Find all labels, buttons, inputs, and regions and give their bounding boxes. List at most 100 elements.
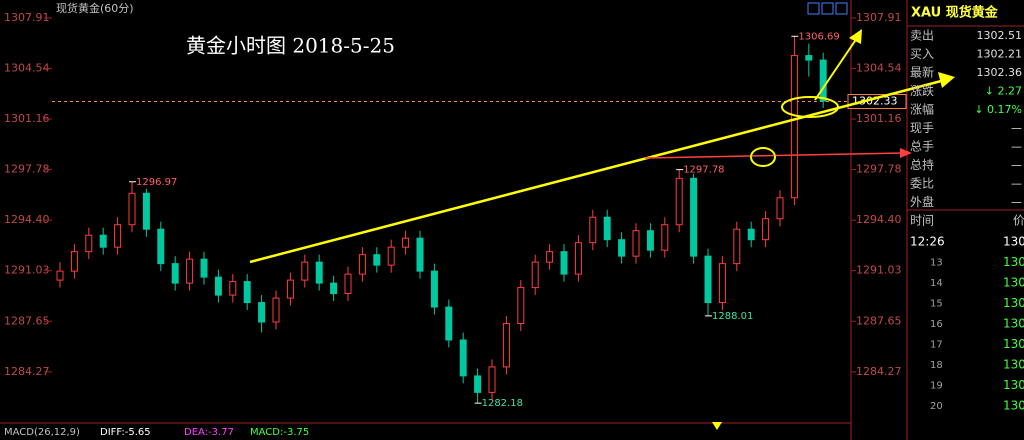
- candle-body: [243, 281, 251, 304]
- y-tick-label: 1301.16: [856, 112, 902, 125]
- tick-price: 130: [1003, 358, 1024, 372]
- candle-body: [488, 366, 496, 393]
- candle-body: [805, 55, 813, 61]
- low-label: 1288.01: [712, 311, 753, 322]
- quote-value: 1302.51: [977, 29, 1023, 42]
- candle-body: [128, 192, 136, 226]
- candle-body: [200, 258, 208, 278]
- y-tick-label: 1284.27: [856, 365, 902, 378]
- tick-price: 130: [1003, 337, 1024, 351]
- price-header: 价: [1013, 214, 1024, 228]
- tick-time: 12:26: [910, 235, 945, 249]
- candle-body: [301, 261, 309, 281]
- drawings: [249, 29, 955, 264]
- arrow-line: [814, 37, 858, 101]
- arrow-head: [938, 72, 955, 88]
- candle-body: [157, 228, 165, 265]
- quote-label: 卖出: [910, 29, 934, 43]
- quote-label: 现手: [910, 121, 934, 135]
- y-tick-label: 1291.03: [856, 264, 902, 277]
- candle-body: [733, 228, 741, 265]
- y-tick-label: 1284.27: [4, 365, 50, 378]
- arrow-head: [849, 29, 862, 44]
- highlight: [781, 96, 839, 118]
- candle-body: [70, 251, 78, 272]
- tick-price: 130: [1003, 235, 1024, 249]
- candle-body: [718, 263, 726, 304]
- tick-price: 130: [1003, 255, 1024, 269]
- tick-time: 20: [930, 401, 943, 412]
- quote-value: —: [1011, 122, 1022, 135]
- quote-value: 1302.36: [977, 66, 1023, 79]
- candle-body: [315, 261, 323, 284]
- highlight: [750, 147, 776, 167]
- quote-panel: XAU 现货黄金 卖出 1302.51 买入 1302.21 最新 1302.36 涨跌 ↓ …: [907, 5, 1024, 413]
- quote-label: 外盘: [910, 194, 934, 209]
- quote-label: 涨幅: [910, 102, 934, 117]
- y-tick-label: 1307.91: [4, 11, 50, 24]
- tick-time: 17: [930, 340, 943, 351]
- candle-body: [661, 224, 669, 251]
- current-price-label: 1302.33: [852, 95, 898, 108]
- y-tick-label: 1294.40: [856, 213, 902, 226]
- candle-body: [546, 251, 554, 263]
- candle-body: [286, 279, 294, 299]
- candle-body: [214, 276, 222, 296]
- icon[interactable]: [835, 2, 848, 15]
- candle-body: [272, 297, 280, 323]
- candle-body: [330, 282, 338, 295]
- candle-body: [459, 339, 467, 377]
- tick-price: 130: [1003, 317, 1024, 331]
- quote-value: ↓ 0.17%: [974, 103, 1022, 116]
- y-tick-label: 1297.78: [856, 163, 902, 176]
- low-label: 1282.18: [482, 398, 523, 409]
- trend-line: [249, 78, 946, 264]
- candle-body: [430, 270, 438, 308]
- quote-value: —: [1011, 159, 1022, 172]
- candle-body: [589, 216, 597, 244]
- current-price-box: [847, 94, 907, 110]
- plot: 1307.91 1307.91 1304.54 1304.54 1301.16 1301.…: [4, 11, 907, 409]
- icon[interactable]: [821, 2, 834, 15]
- tick-time: 14: [930, 278, 943, 289]
- candle-body: [531, 261, 539, 289]
- candle-body: [114, 224, 122, 248]
- candle-body: [171, 263, 179, 284]
- arrow-head: [900, 148, 912, 158]
- candle-body: [56, 270, 64, 281]
- icons[interactable]: [807, 2, 848, 15]
- candle-body: [186, 258, 194, 284]
- high-label: 1297.78: [683, 165, 724, 176]
- candle-body: [258, 302, 266, 323]
- candle-body: [99, 234, 107, 248]
- candle-body: [402, 237, 410, 248]
- y-tick-label: 1287.65: [856, 314, 902, 327]
- macd-name: MACD(26,12,9): [4, 427, 80, 438]
- tick-time: 18: [930, 360, 943, 371]
- tick-price: 130: [1003, 276, 1024, 290]
- candle-body: [618, 239, 626, 257]
- tick-price: 130: [1003, 399, 1024, 413]
- candle-body: [142, 192, 150, 230]
- candle-body: [445, 306, 453, 341]
- tick-price: 130: [1003, 378, 1024, 392]
- quote-value: —: [1011, 140, 1022, 153]
- candle-body: [373, 254, 381, 266]
- y-tick-label: 1301.16: [4, 112, 50, 125]
- candle-body: [517, 287, 525, 325]
- y-tick-label: 1307.91: [856, 11, 902, 24]
- quote-value: —: [1011, 177, 1022, 190]
- icon[interactable]: [807, 2, 820, 15]
- quote-value: 1302.21: [977, 48, 1023, 61]
- macd-dea: DEA:-3.77: [184, 427, 234, 438]
- candle-body: [776, 197, 784, 220]
- high-label: 1306.69: [798, 31, 839, 42]
- y-tick-label: 1294.40: [4, 213, 50, 226]
- candle-body: [358, 254, 366, 275]
- candle-body: [675, 177, 683, 226]
- y-tick-label: 1304.54: [4, 61, 50, 74]
- candle-body: [229, 281, 237, 296]
- quote-label: 委比: [910, 177, 934, 191]
- candle-body: [474, 375, 482, 393]
